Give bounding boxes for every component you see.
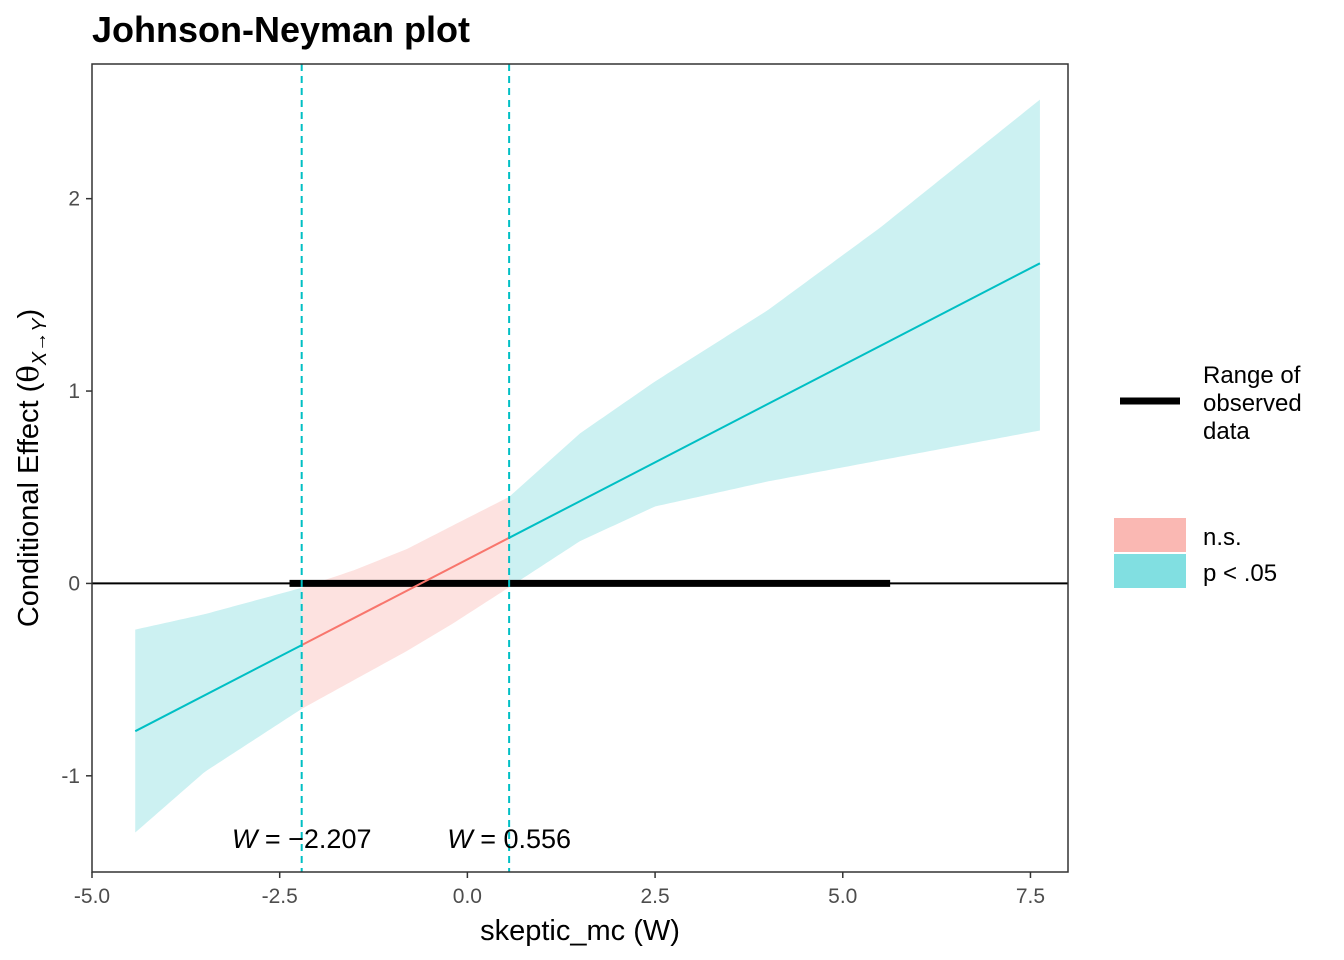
y-axis-title-close: )	[13, 309, 45, 319]
y-tick-label: 2	[68, 188, 80, 211]
band-significant-left	[135, 587, 302, 833]
y-tick-label: 0	[68, 572, 80, 595]
effect-lines	[134, 262, 1041, 733]
legend-label-ns: n.s.	[1203, 524, 1242, 551]
legend-range-label: data	[1203, 418, 1250, 445]
johnson-neyman-lines	[300, 64, 511, 872]
x-tick-label: 2.5	[640, 885, 669, 908]
x-axis: -5.0 -2.5 0.0 2.5 5.0 7.5	[74, 872, 1045, 908]
effect-line-not-significant	[301, 536, 510, 646]
y-axis-title: Conditional Effect (θX→Y)	[11, 309, 51, 627]
band-significant-right	[509, 99, 1040, 588]
y-axis: -1 0 1 2	[61, 188, 92, 788]
legend-key-ns	[1114, 518, 1186, 552]
legend-range-label: observed	[1203, 390, 1302, 417]
jn-annotations: W = −2.207 W = 0.556	[232, 824, 571, 854]
y-axis-title-main: Conditional Effect (	[13, 382, 45, 627]
panel-border	[91, 63, 1069, 873]
confidence-bands	[135, 99, 1040, 833]
chart-title: Johnson-Neyman plot	[92, 9, 470, 50]
legend-range-label: Range of	[1203, 362, 1301, 389]
y-axis-title-theta: θ	[11, 365, 45, 382]
y-tick-label: 1	[68, 380, 80, 403]
x-tick-label: -5.0	[74, 885, 110, 908]
x-tick-label: 0.0	[453, 885, 482, 908]
jn-label-2: W = 0.556	[447, 824, 571, 854]
legend-label-significant: p < .05	[1203, 560, 1277, 587]
x-tick-label: 7.5	[1016, 885, 1045, 908]
x-tick-label: 5.0	[828, 885, 857, 908]
x-tick-label: -2.5	[262, 885, 298, 908]
x-axis-title: skeptic_mc (W)	[480, 915, 680, 947]
legend-key-significant	[1114, 554, 1186, 588]
y-tick-label: -1	[61, 765, 80, 788]
jn-label-1: W = −2.207	[232, 824, 372, 854]
effect-line-significant	[508, 262, 1041, 539]
band-not-significant	[301, 496, 510, 709]
plot-area	[91, 63, 1069, 873]
y-axis-title-subscript: X→Y	[29, 317, 51, 366]
effect-line-significant	[134, 644, 303, 733]
